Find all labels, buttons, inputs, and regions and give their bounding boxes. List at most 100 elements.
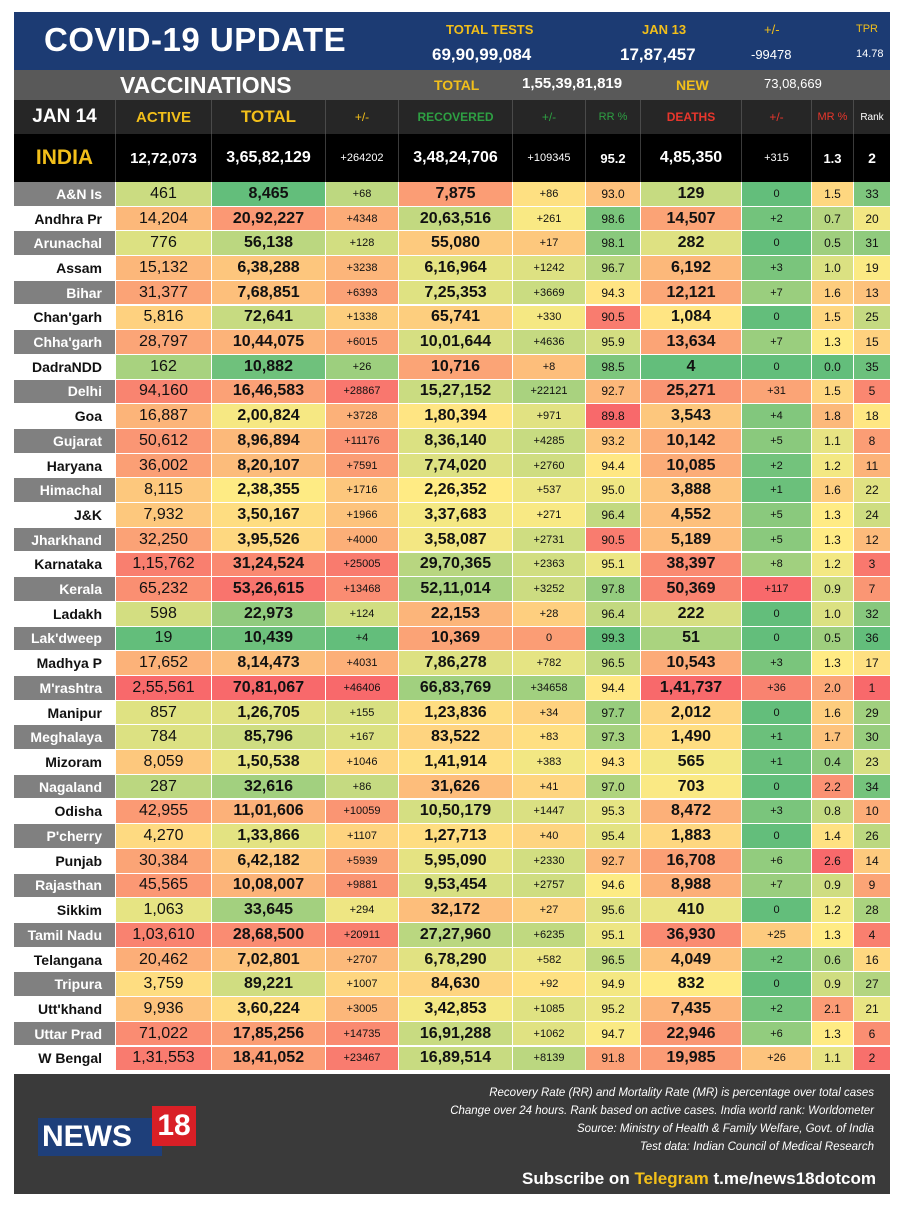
cell-deaths: 10,085: [641, 453, 742, 479]
telegram-link[interactable]: t.me/news18dotcom: [713, 1169, 877, 1188]
cell-rank: 8: [854, 429, 890, 454]
cell-total: 11,01,606: [212, 799, 326, 825]
cell-recovered-change: +2330: [513, 848, 586, 874]
cell-deaths: 3,543: [641, 404, 742, 429]
cell-active: 36,002: [116, 453, 212, 479]
cell-recovered-change: +271: [513, 503, 586, 528]
cell-recovered-change: +383: [513, 750, 586, 775]
table-row: Goa 16,887 2,00,824 +3728 1,80,394 +971 89.8 3,…: [14, 404, 890, 429]
cell-recovered-change: +28: [513, 601, 586, 627]
cell-rr: 95.3: [586, 799, 641, 825]
cell-recovered-change: +2760: [513, 453, 586, 479]
cell-deaths-change: +31: [742, 379, 812, 405]
cell-deaths-change: +25: [742, 923, 812, 948]
cell-rank: 18: [854, 404, 890, 429]
cell-recovered: 22,153: [399, 601, 513, 627]
vaccinations-new-value: 73,08,669: [764, 76, 822, 91]
cell-recovered: 9,53,454: [399, 873, 513, 899]
cell-state: Nagaland: [14, 774, 116, 800]
cell-deaths: 282: [641, 231, 742, 257]
cell-total: 8,20,107: [212, 453, 326, 479]
cell-mr: 0.4: [812, 750, 854, 775]
cell-total-change: +4031: [326, 651, 399, 676]
cell-recovered-change: +22121: [513, 379, 586, 405]
cell-recovered: 52,11,014: [399, 577, 513, 602]
cell-total-change: +9881: [326, 873, 399, 899]
cell-total-change: +1107: [326, 824, 399, 849]
cell-total-change: +13468: [326, 577, 399, 602]
cell-deaths: 5,189: [641, 527, 742, 553]
cell-total-change: +1338: [326, 305, 399, 331]
cell-total-change: +86: [326, 774, 399, 800]
cell-mr: 1.3: [812, 1021, 854, 1047]
cell-deaths: 10,543: [641, 651, 742, 676]
table-row: DadraNDD 162 10,882 +26 10,716 +8 98.5 4 0 0.0 35: [14, 354, 890, 380]
cell-rr: 93.2: [586, 429, 641, 454]
table-row: J&K 7,932 3,50,167 +1966 3,37,683 +271 96.4 4,5…: [14, 503, 890, 528]
cell-deaths: 16,708: [641, 848, 742, 874]
cell-rank: 5: [854, 379, 890, 405]
table-row: Utt'khand 9,936 3,60,224 +3005 3,42,853 +1085…: [14, 997, 890, 1022]
cell-deaths: 19,985: [641, 1046, 742, 1072]
cell-rr: 91.8: [586, 1046, 641, 1072]
column-recovered: RECOVERED: [399, 100, 513, 134]
cell-total-change: +1046: [326, 750, 399, 775]
cell-total: 2,38,355: [212, 478, 326, 504]
cell-total: 10,439: [212, 626, 326, 652]
cell-total-change: +4000: [326, 527, 399, 553]
cell-total-change: +3728: [326, 404, 399, 429]
cell-rank: 7: [854, 577, 890, 602]
cell-deaths-change: 0: [742, 700, 812, 726]
cell-total: 8,465: [212, 182, 326, 207]
cell-state: Assam: [14, 256, 116, 281]
cell-total: 85,796: [212, 725, 326, 751]
cell-rr: 98.6: [586, 206, 641, 232]
cell-deaths-change: 0: [742, 972, 812, 998]
telegram-label: Telegram: [634, 1169, 709, 1188]
cell-deaths: 14,507: [641, 206, 742, 232]
cell-total: 8,14,473: [212, 651, 326, 676]
cell-total-change: +294: [326, 898, 399, 923]
cell-recovered-change: +582: [513, 947, 586, 973]
cell-active: 1,15,762: [116, 552, 212, 578]
table-row: Chan'garh 5,816 72,641 +1338 65,741 +330 90.5 1…: [14, 305, 890, 331]
cell-total-change: +20911: [326, 923, 399, 948]
table-row: Gujarat 50,612 8,96,894 +11176 8,36,140 +4285…: [14, 429, 890, 454]
cell-recovered-change: +92: [513, 972, 586, 998]
logo-number: 18: [152, 1106, 196, 1146]
cell-total-change: +3005: [326, 997, 399, 1022]
cell-total: 7,02,801: [212, 947, 326, 973]
cell-total-change: +14735: [326, 1021, 399, 1047]
cell-total: 18,41,052: [212, 1046, 326, 1072]
cell-state: Karnataka: [14, 552, 116, 578]
cell-deaths: 7,435: [641, 997, 742, 1022]
table-row: Chha'garh 28,797 10,44,075 +6015 10,01,644 +4…: [14, 330, 890, 355]
cell-deaths-change: 0: [742, 774, 812, 800]
cell-deaths-change: +1: [742, 478, 812, 504]
cell-deaths: 129: [641, 182, 742, 207]
table-row: Madhya P 17,652 8,14,473 +4031 7,86,278 +782 9…: [14, 651, 890, 676]
cell-recovered-change: +86: [513, 182, 586, 207]
cell-total: 22,973: [212, 601, 326, 627]
cell-deaths-change: +6: [742, 1021, 812, 1047]
cell-rr: 94.3: [586, 750, 641, 775]
cell-state: Andhra Pr: [14, 206, 116, 232]
cell-active: 5,816: [116, 305, 212, 331]
cell-mr: 1.1: [812, 429, 854, 454]
vaccinations-total-label: TOTAL: [434, 77, 480, 93]
cell-recovered-change: +34: [513, 700, 586, 726]
cell-recovered-change: +1242: [513, 256, 586, 281]
cell-active: 20,462: [116, 947, 212, 973]
vaccinations-new-label: NEW: [676, 77, 709, 93]
cell-deaths-change: +3: [742, 651, 812, 676]
cell-rank: 11: [854, 453, 890, 479]
cell-total-change: +4348: [326, 206, 399, 232]
cell-total: 2,00,824: [212, 404, 326, 429]
cell-active: 857: [116, 700, 212, 726]
table-row: Nagaland 287 32,616 +86 31,626 +41 97.0 703 0 2.2…: [14, 774, 890, 800]
cell-mr: 1.5: [812, 379, 854, 405]
tpr-label: TPR: [856, 23, 878, 35]
table-row: Delhi 94,160 16,46,583 +28867 15,27,152 +2212…: [14, 379, 890, 405]
cell-active: 598: [116, 601, 212, 627]
cell-recovered: 3,42,853: [399, 997, 513, 1022]
